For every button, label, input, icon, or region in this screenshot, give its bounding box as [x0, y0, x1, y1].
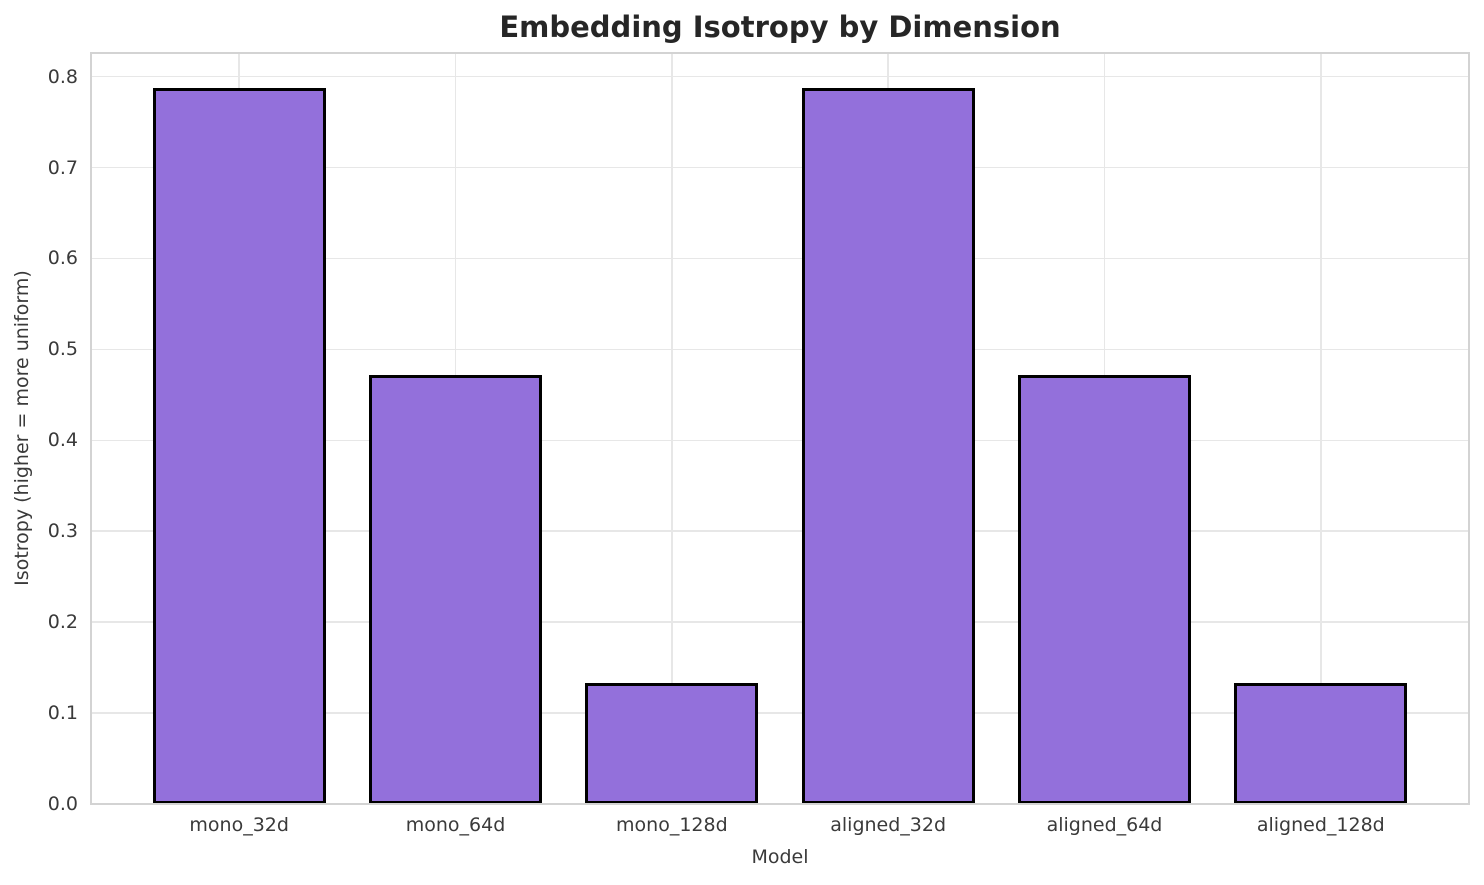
bar-mono_32d: [152, 88, 326, 804]
plot-area: [90, 52, 1470, 805]
gridline-h: [91, 348, 1469, 351]
x-tick-label: aligned_32d: [830, 814, 947, 836]
x-tick-label: mono_64d: [405, 814, 506, 836]
y-tick-label: 0.6: [47, 247, 78, 270]
spine-right: [1468, 53, 1470, 804]
y-tick-label: 0.7: [47, 156, 78, 179]
gridline-h: [91, 439, 1469, 442]
x-tick-label: mono_32d: [189, 814, 289, 836]
bar-aligned_32d: [801, 88, 975, 804]
gridline-h: [91, 75, 1469, 78]
gridline-h: [91, 257, 1469, 260]
x-tick-labels: mono_32d mono_64d mono_128d aligned_32d alig…: [91, 812, 1469, 840]
y-tick-label: 0.4: [47, 429, 78, 452]
y-tick-label: 0.8: [47, 65, 78, 88]
spine-bottom: [90, 803, 1470, 805]
gridline-h: [91, 712, 1469, 714]
gridline-h: [91, 530, 1469, 532]
spine-top: [90, 52, 1470, 54]
gridline-h: [91, 621, 1469, 623]
chart-title: Embedding Isotropy by Dimension: [499, 10, 1061, 44]
gridline-v: [1320, 53, 1322, 804]
y-tick-label: 0.1: [47, 702, 78, 725]
bar-aligned_64d: [1017, 374, 1191, 804]
gridline-h: [91, 166, 1469, 169]
x-tick-label: aligned_64d: [1046, 814, 1163, 836]
y-tick-label: 0.3: [47, 520, 78, 543]
bar-mono_64d: [368, 374, 543, 804]
y-tick-label: 0.2: [47, 611, 78, 634]
y-tick-label: 0.5: [47, 338, 78, 361]
bar-aligned_128d: [1234, 683, 1408, 804]
x-axis-label: Model: [751, 846, 809, 868]
bar-mono_128d: [585, 683, 759, 804]
gridline-v: [671, 53, 673, 804]
x-tick-label: aligned_128d: [1256, 814, 1385, 836]
spine-left: [90, 53, 92, 804]
y-tick-labels: 0.0 0.1 0.2 0.3 0.4 0.5 0.6 0.7 0.8: [0, 53, 80, 815]
y-tick-label: 0.0: [47, 793, 78, 815]
x-tick-label: mono_128d: [616, 814, 728, 836]
